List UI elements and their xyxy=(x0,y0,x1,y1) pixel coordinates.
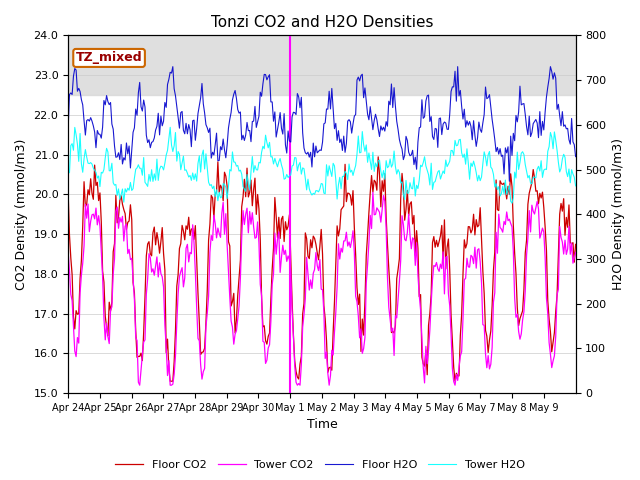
Title: Tonzi CO2 and H2O Densities: Tonzi CO2 and H2O Densities xyxy=(211,15,433,30)
Y-axis label: CO2 Density (mmol/m3): CO2 Density (mmol/m3) xyxy=(15,139,28,290)
X-axis label: Time: Time xyxy=(307,419,337,432)
Y-axis label: H2O Density (mmol/m3): H2O Density (mmol/m3) xyxy=(612,138,625,290)
Text: TZ_mixed: TZ_mixed xyxy=(76,51,142,64)
Bar xyxy=(68,36,575,95)
Legend: Floor CO2, Tower CO2, Floor H2O, Tower H2O: Floor CO2, Tower CO2, Floor H2O, Tower H… xyxy=(111,456,529,474)
